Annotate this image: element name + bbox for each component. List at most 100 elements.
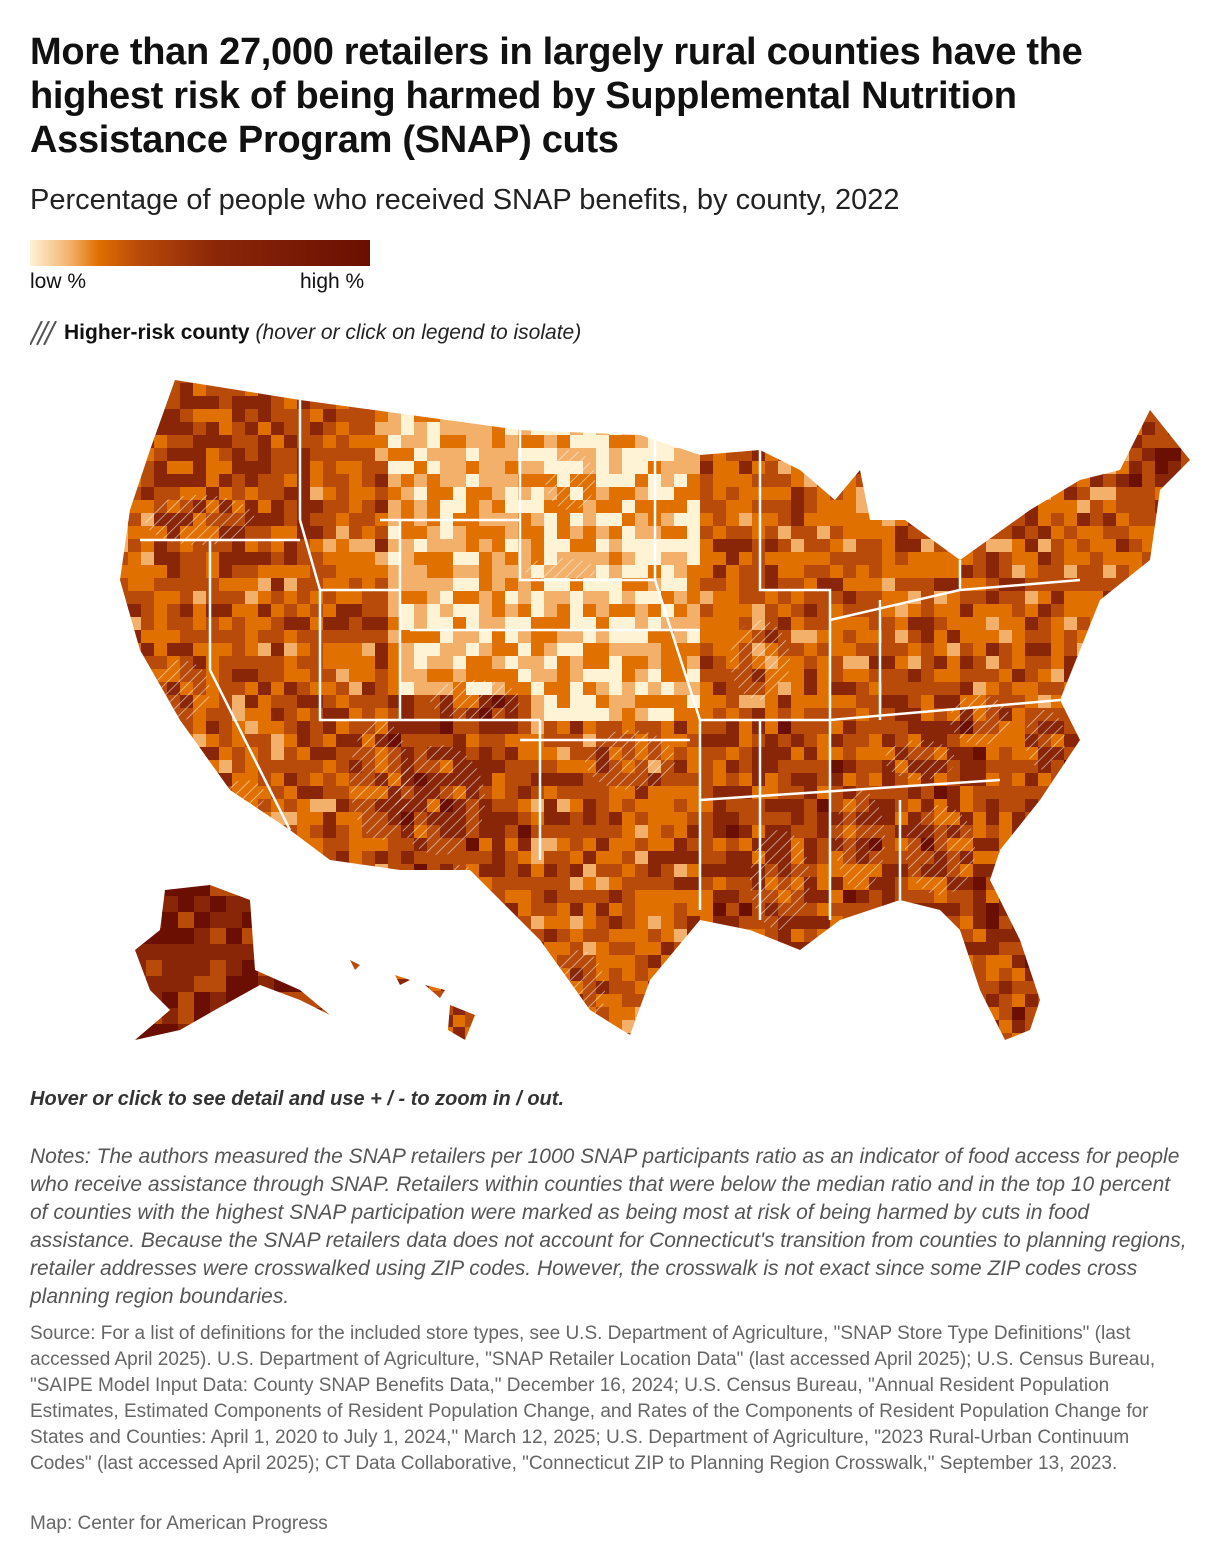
county[interactable] [115, 994, 129, 1008]
county[interactable] [687, 656, 701, 670]
county[interactable] [297, 552, 311, 566]
county[interactable] [1155, 786, 1169, 800]
county[interactable] [115, 695, 129, 709]
county[interactable] [596, 617, 610, 631]
county[interactable] [739, 1033, 753, 1047]
county[interactable] [882, 682, 896, 696]
county[interactable] [505, 747, 519, 761]
county[interactable] [441, 967, 454, 980]
county[interactable] [1142, 708, 1156, 722]
county[interactable] [960, 630, 974, 644]
county[interactable] [1090, 656, 1104, 670]
county[interactable] [466, 370, 480, 384]
county[interactable] [817, 617, 831, 631]
county[interactable] [934, 565, 948, 579]
county[interactable] [440, 903, 454, 917]
county[interactable] [130, 1040, 147, 1057]
county[interactable] [1194, 552, 1208, 566]
county[interactable] [1064, 630, 1078, 644]
county[interactable] [921, 695, 935, 709]
county[interactable] [583, 890, 597, 904]
county[interactable] [1181, 708, 1195, 722]
county[interactable] [388, 708, 402, 722]
county[interactable] [232, 448, 246, 462]
county[interactable] [596, 435, 610, 449]
county[interactable] [505, 825, 519, 839]
county[interactable] [336, 812, 350, 826]
county[interactable] [1064, 812, 1078, 826]
county[interactable] [1194, 630, 1208, 644]
county[interactable] [1038, 838, 1052, 852]
county[interactable] [417, 1003, 430, 1016]
county[interactable] [687, 630, 701, 644]
county[interactable] [661, 812, 675, 826]
county[interactable] [986, 396, 1000, 410]
county[interactable] [804, 825, 818, 839]
county[interactable] [1116, 383, 1130, 397]
county[interactable] [1116, 487, 1130, 501]
county[interactable] [388, 435, 402, 449]
county[interactable] [479, 383, 493, 397]
county[interactable] [381, 967, 394, 980]
county[interactable] [583, 630, 597, 644]
county[interactable] [1181, 955, 1195, 969]
county[interactable] [1025, 604, 1039, 618]
county[interactable] [1155, 487, 1169, 501]
county[interactable] [401, 643, 415, 657]
county[interactable] [817, 760, 831, 774]
county[interactable] [336, 734, 350, 748]
county[interactable] [726, 786, 740, 800]
county[interactable] [141, 552, 155, 566]
county[interactable] [1103, 617, 1117, 631]
county[interactable] [674, 994, 688, 1008]
county[interactable] [596, 500, 610, 514]
county[interactable] [115, 708, 129, 722]
county[interactable] [1168, 773, 1182, 787]
county[interactable] [284, 773, 298, 787]
county[interactable] [440, 1033, 454, 1047]
county[interactable] [1142, 929, 1156, 943]
county[interactable] [700, 474, 714, 488]
county[interactable] [232, 864, 246, 878]
county[interactable] [1181, 1033, 1195, 1047]
county[interactable] [1038, 799, 1052, 813]
county[interactable] [414, 851, 428, 865]
county[interactable] [856, 643, 870, 657]
county[interactable] [465, 1039, 478, 1052]
county[interactable] [1155, 578, 1169, 592]
county[interactable] [986, 383, 1000, 397]
county[interactable] [674, 500, 688, 514]
county[interactable] [258, 565, 272, 579]
county[interactable] [700, 604, 714, 618]
county[interactable] [869, 513, 883, 527]
county[interactable] [687, 383, 701, 397]
county[interactable] [1142, 422, 1156, 436]
county[interactable] [453, 890, 467, 904]
county[interactable] [544, 812, 558, 826]
county[interactable] [146, 992, 163, 1009]
county[interactable] [1077, 487, 1091, 501]
county[interactable] [531, 942, 545, 956]
county[interactable] [596, 578, 610, 592]
county[interactable] [557, 851, 571, 865]
county[interactable] [1194, 396, 1208, 410]
county[interactable] [505, 396, 519, 410]
county[interactable] [843, 669, 857, 683]
county[interactable] [440, 877, 454, 891]
county[interactable] [1129, 851, 1143, 865]
county[interactable] [427, 903, 441, 917]
county[interactable] [1051, 383, 1065, 397]
county[interactable] [146, 928, 163, 945]
county[interactable] [440, 448, 454, 462]
county[interactable] [973, 630, 987, 644]
county[interactable] [856, 773, 870, 787]
county[interactable] [167, 799, 181, 813]
county[interactable] [219, 461, 233, 475]
county[interactable] [180, 474, 194, 488]
county[interactable] [232, 1020, 246, 1034]
county[interactable] [1038, 786, 1052, 800]
county[interactable] [128, 708, 142, 722]
county[interactable] [1038, 812, 1052, 826]
county[interactable] [492, 552, 506, 566]
county[interactable] [778, 708, 792, 722]
